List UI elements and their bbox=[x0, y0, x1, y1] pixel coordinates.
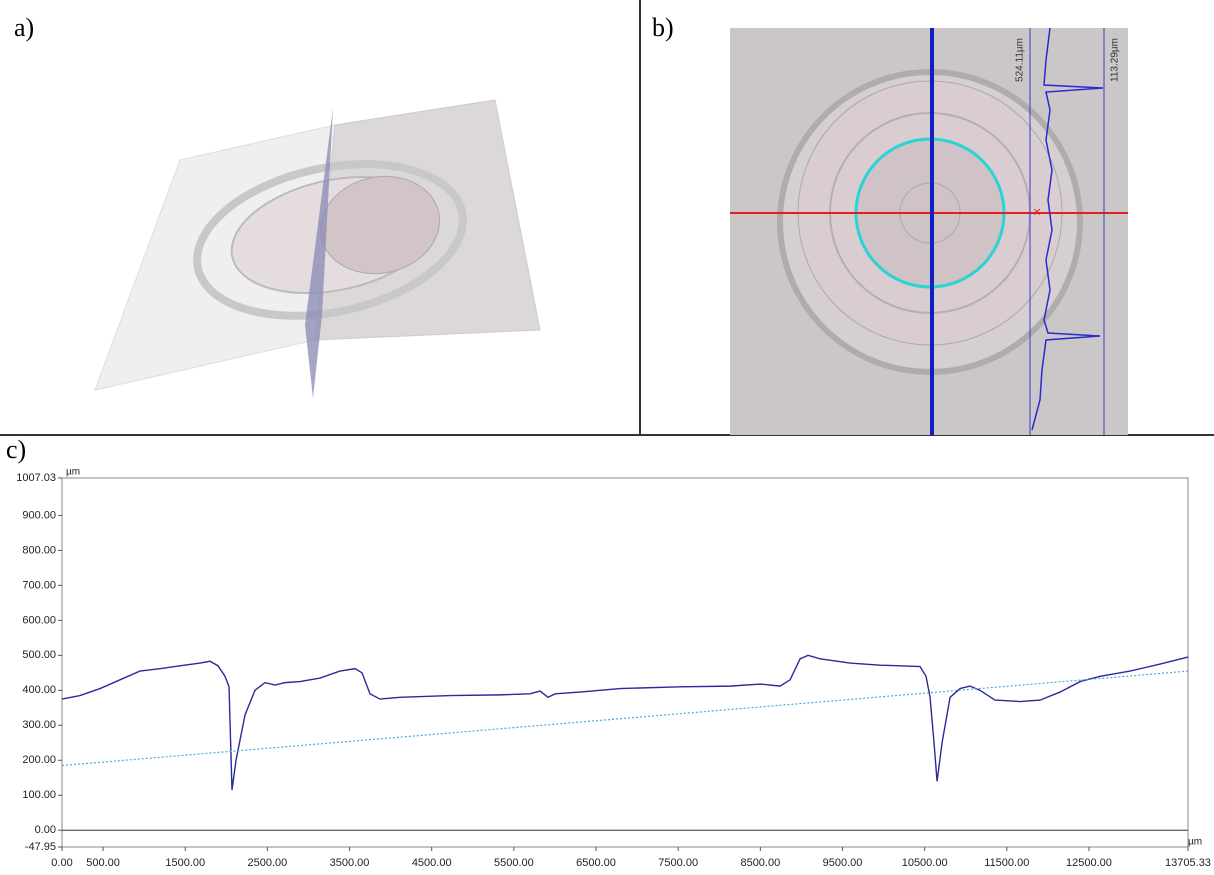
y-tick-label: 1007.03 bbox=[16, 472, 56, 484]
y-unit: µm bbox=[66, 467, 80, 478]
panel-label: b) bbox=[652, 13, 674, 42]
y-tick-label: 400.00 bbox=[22, 684, 56, 696]
x-tick-label: 6500.00 bbox=[576, 857, 616, 869]
x-tick-label: 13705.33 bbox=[1165, 857, 1211, 869]
y-tick-label: 600.00 bbox=[22, 614, 56, 626]
x-tick-label: 2500.00 bbox=[248, 857, 288, 869]
x-tick-label: 4500.00 bbox=[412, 857, 452, 869]
y-tick-label: 100.00 bbox=[22, 789, 56, 801]
svg-text:×: × bbox=[1033, 204, 1041, 220]
plot-frame bbox=[61, 477, 1189, 848]
y-tick-label: 300.00 bbox=[22, 719, 56, 731]
x-tick-label: 9500.00 bbox=[823, 857, 863, 869]
microscope-image: × bbox=[730, 27, 1128, 435]
x-tick-label: 12500.00 bbox=[1066, 857, 1112, 869]
y-tick-label: 0.00 bbox=[35, 824, 56, 836]
x-unit: µm bbox=[1188, 837, 1202, 848]
profile-line bbox=[61, 670, 1189, 767]
x-tick-label: 8500.00 bbox=[740, 857, 780, 869]
y-tick-label: 700.00 bbox=[22, 579, 56, 591]
x-tick-label: 3500.00 bbox=[330, 857, 370, 869]
x-tick-label: 11500.00 bbox=[984, 857, 1029, 869]
x-tick-label: 500.00 bbox=[86, 857, 120, 869]
y-tick-label: 200.00 bbox=[22, 754, 56, 766]
y-tick-label: -47.95 bbox=[25, 841, 56, 853]
x-tick-label: 1500.00 bbox=[165, 857, 205, 869]
y-tick-label: 500.00 bbox=[22, 649, 56, 661]
measurement-label: 113.29µm bbox=[1110, 38, 1121, 82]
x-tick-label: 0.00 bbox=[51, 857, 72, 869]
y-tick-label: 900.00 bbox=[22, 509, 56, 521]
x-tick-label: 10500.00 bbox=[902, 857, 948, 869]
profile-line bbox=[61, 654, 1189, 791]
y-tick-label: 800.00 bbox=[22, 544, 56, 556]
x-tick-label: 5500.00 bbox=[494, 857, 534, 869]
panel-label: a) bbox=[14, 13, 34, 42]
panel-label: c) bbox=[6, 435, 26, 464]
measurement-label: 524.11µm bbox=[1015, 38, 1026, 82]
surface-3d bbox=[94, 99, 541, 398]
x-tick-label: 7500.00 bbox=[658, 857, 698, 869]
